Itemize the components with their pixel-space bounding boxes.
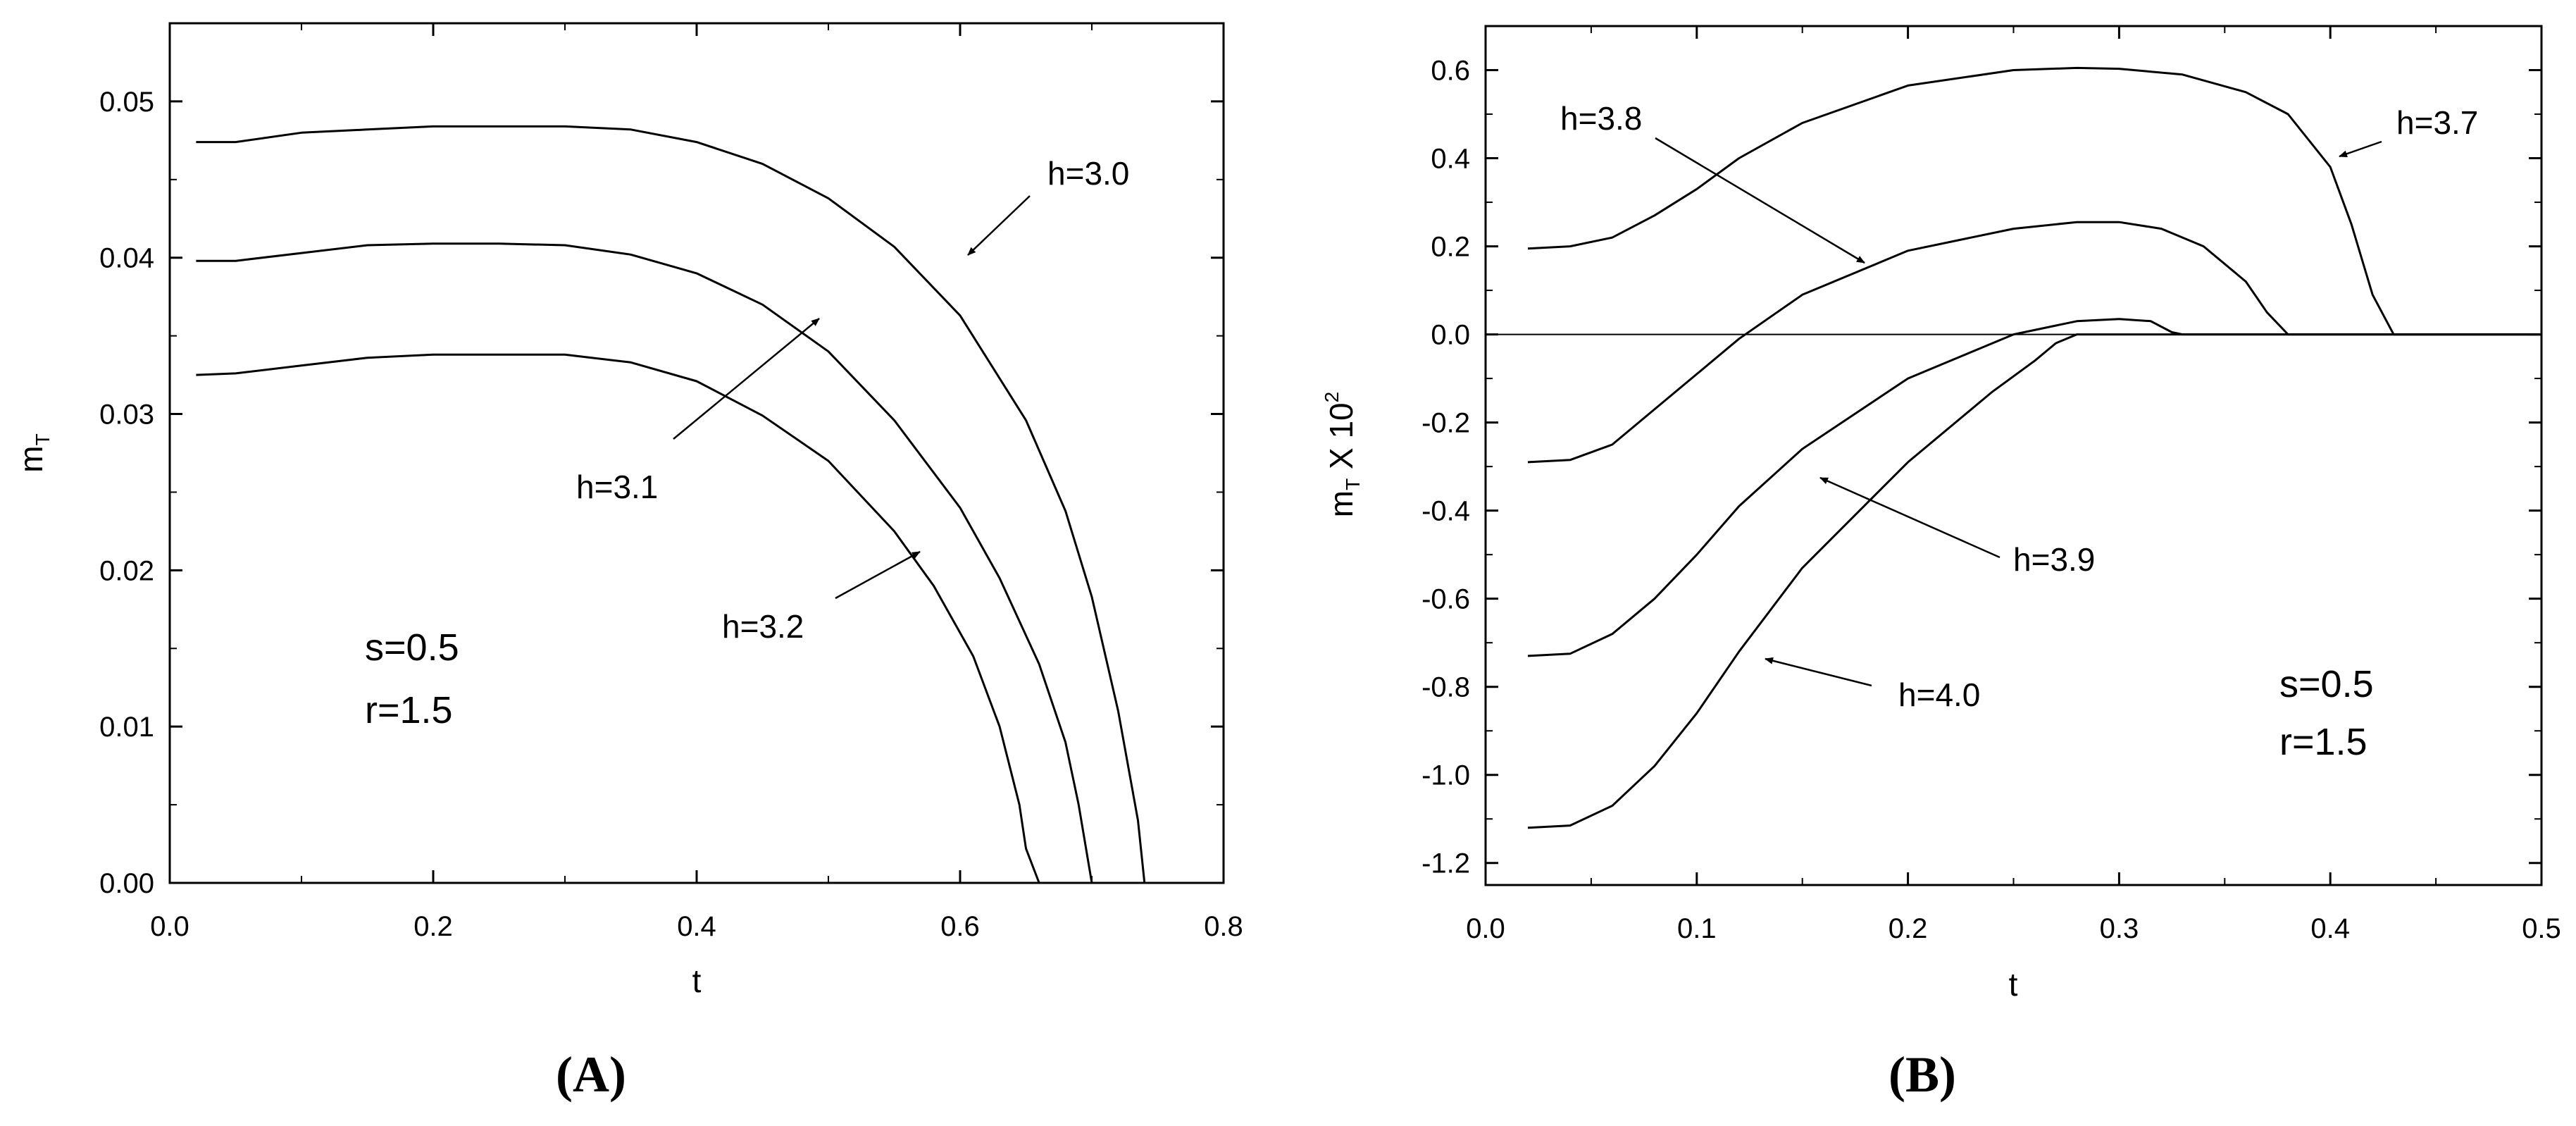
- param-s-b: s=0.5: [2279, 663, 2374, 705]
- series-group-b: [1527, 66, 2541, 829]
- param-r-b: r=1.5: [2279, 721, 2367, 763]
- annotation-arrow: [673, 318, 820, 440]
- panel-label-a: (A): [556, 1046, 626, 1103]
- annotation-h3.1: h=3.1: [576, 469, 658, 505]
- annotation-h3.8: h=3.8: [1560, 100, 1642, 137]
- param-r-a: r=1.5: [365, 689, 453, 731]
- x-tick-label: 0.1: [1677, 913, 1717, 944]
- y-axis-label-a: mT: [13, 433, 54, 472]
- x-tick-label: 0.3: [2100, 913, 2139, 944]
- x-tick-label: 0.6: [940, 911, 980, 942]
- plot-frame-b: [1484, 25, 2543, 886]
- annotation-arrow: [835, 550, 921, 600]
- y-tick-label: -0.6: [1421, 584, 1470, 615]
- y-tick-label: 0.6: [1431, 56, 1470, 87]
- x-tick-label: 0.8: [1204, 911, 1243, 942]
- annotation-h3.7: h=3.7: [2396, 104, 2478, 141]
- x-tick-label: 0.2: [413, 911, 453, 942]
- y-tick-label: 0.02: [99, 555, 154, 586]
- annotation-arrow: [1765, 657, 1872, 687]
- x-tick-label: 0.2: [1889, 913, 1928, 944]
- param-s-a: s=0.5: [365, 626, 459, 669]
- y-tick-label: 0.05: [99, 87, 154, 118]
- y-tick-label: -1.0: [1421, 760, 1470, 791]
- annotation-arrow: [1819, 476, 2001, 559]
- annotation-h3.0: h=3.0: [1047, 155, 1129, 192]
- y-tick-label: 0.4: [1431, 144, 1470, 175]
- series-line-h3.1: [196, 242, 1093, 884]
- series-line-h3.7: [1527, 66, 2541, 336]
- y-tick-label: 0.2: [1431, 232, 1470, 263]
- plot-frame-a: [168, 22, 1225, 884]
- x-tick-label: 0.4: [677, 911, 716, 942]
- annotation-arrow: [2339, 140, 2382, 158]
- chart-b: 0.0 0.1 0.2 0.3 0.4 0.5 -1.2 -1.0 -0.8 -0.6 -0.4 -0…: [1321, 25, 2561, 1103]
- y-tick-label: -0.8: [1421, 672, 1470, 703]
- y-tick-label: -0.2: [1421, 408, 1470, 439]
- annotation-arrow: [967, 195, 1031, 256]
- arrows-a: [673, 195, 1031, 600]
- y-tick-label: 0.04: [99, 243, 154, 274]
- x-axis-label-b: t: [2009, 966, 2018, 1003]
- x-tick-label: 0.0: [1466, 913, 1505, 944]
- y-tick-label: 0.0: [1431, 320, 1470, 351]
- series-line-h3.0: [196, 125, 1146, 884]
- tick-marks-b: [1484, 26, 2543, 885]
- y-tick-label: -0.4: [1421, 496, 1470, 527]
- y-tick-label: 0.01: [99, 712, 154, 743]
- annotation-arrow: [1655, 137, 1865, 264]
- annotation-h3.2: h=3.2: [722, 608, 804, 645]
- tick-labels-b: 0.0 0.1 0.2 0.3 0.4 0.5 -1.2 -1.0 -0.8 -0.6 -0.4 -0…: [1421, 56, 2561, 944]
- series-line-h4.0: [1527, 333, 2541, 829]
- y-tick-label: 0.03: [99, 400, 154, 431]
- series-line-h3.8: [1527, 221, 2541, 464]
- series-line-h3.2: [196, 353, 1040, 884]
- x-tick-label: 0.4: [2310, 913, 2350, 944]
- panel-label-b: (B): [1889, 1046, 1956, 1103]
- y-axis-label-b: mT X 102: [1321, 392, 1364, 517]
- tick-labels-a: 0.0 0.2 0.4 0.6 0.8 0.00 0.01 0.02 0.03 0.04 0.05: [99, 87, 1243, 942]
- chart-a: 0.0 0.2 0.4 0.6 0.80.000.010.020.030.040.05 …: [13, 22, 1243, 1103]
- series-line-h3.9: [1527, 318, 2541, 657]
- y-tick-label: 0.00: [99, 868, 154, 899]
- arrows-b: [1655, 137, 2382, 687]
- x-tick-label: 0.5: [2522, 913, 2561, 944]
- annotation-h4.0: h=4.0: [1898, 676, 1980, 713]
- annotation-h3.9: h=3.9: [2013, 541, 2095, 578]
- y-tick-label: -1.2: [1421, 848, 1470, 879]
- series-group-a: [196, 125, 1146, 884]
- x-axis-label-a: t: [692, 963, 702, 999]
- x-tick-label: 0.0: [150, 911, 189, 942]
- tick-marks-a: [168, 23, 1225, 884]
